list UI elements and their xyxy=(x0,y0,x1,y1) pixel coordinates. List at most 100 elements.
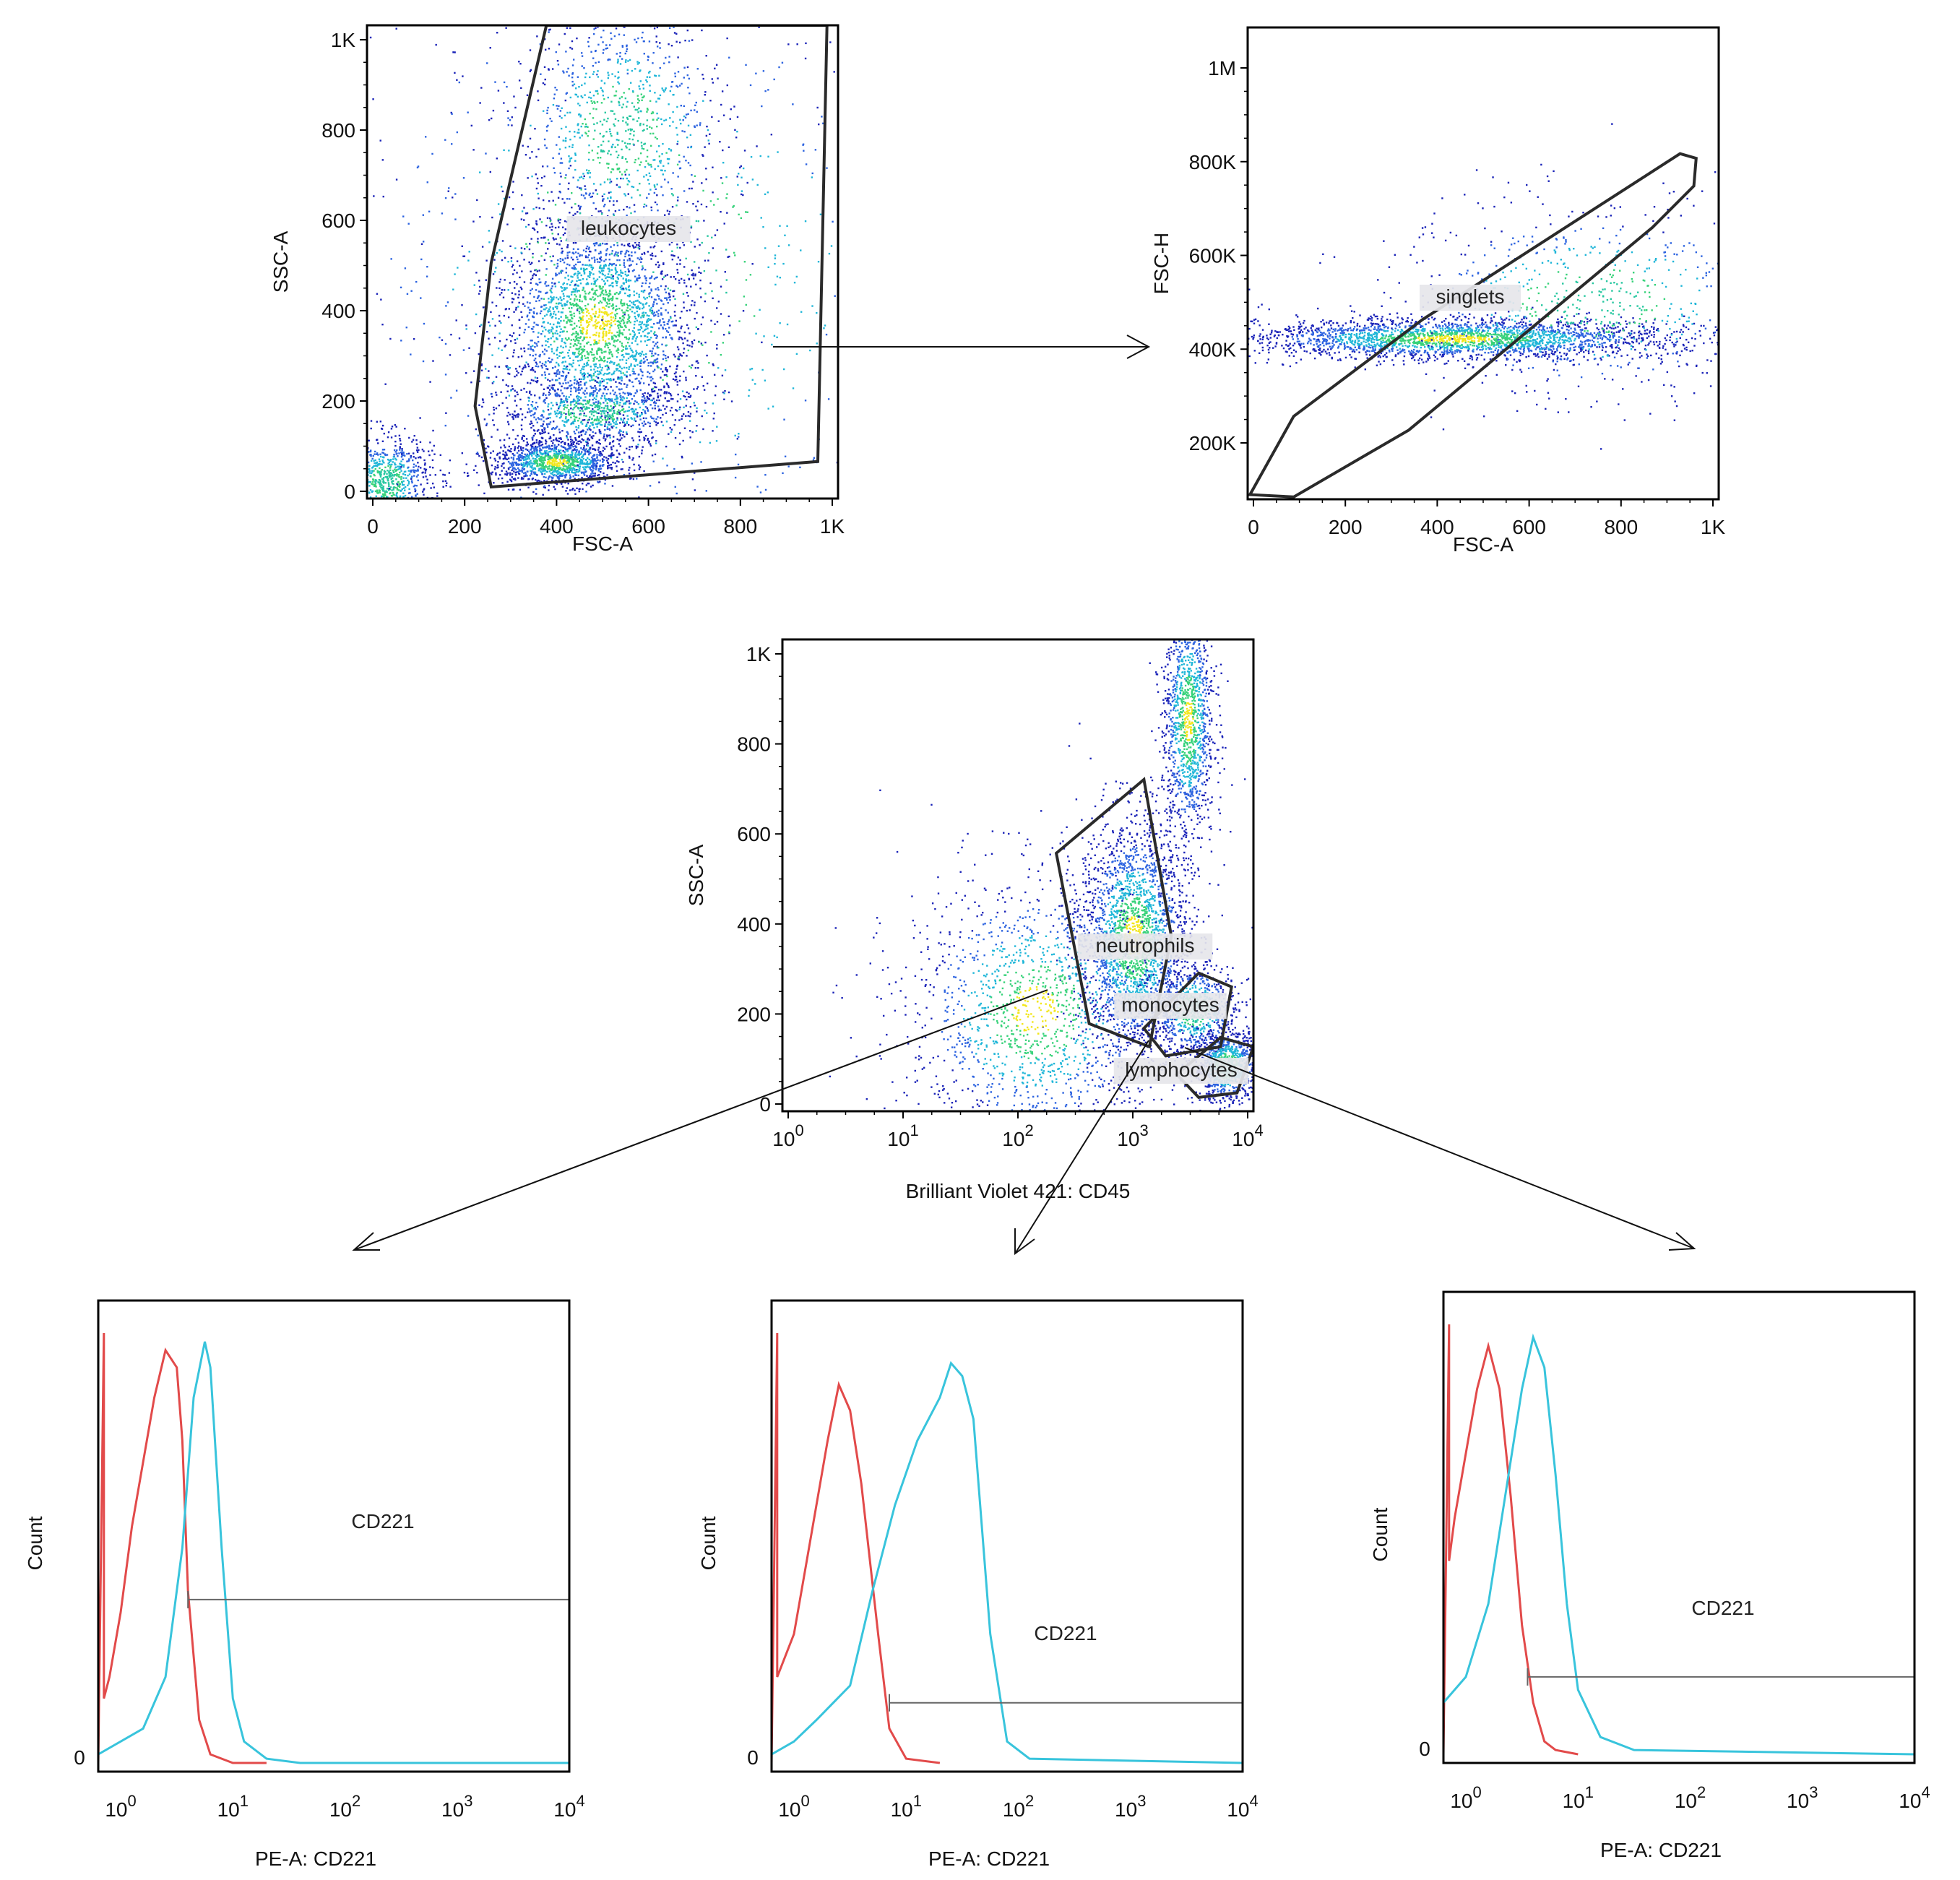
data-point xyxy=(660,299,662,301)
data-point xyxy=(524,473,527,475)
data-point xyxy=(541,443,544,446)
data-point xyxy=(634,300,637,302)
data-point xyxy=(621,408,623,411)
data-point xyxy=(545,418,548,420)
data-point xyxy=(610,405,612,408)
data-point xyxy=(695,361,698,363)
data-point xyxy=(608,428,611,431)
data-point xyxy=(592,138,595,140)
data-point xyxy=(575,338,577,341)
data-point xyxy=(600,421,602,423)
data-point xyxy=(640,353,643,355)
data-point xyxy=(542,470,544,473)
data-point xyxy=(604,365,607,368)
data-point xyxy=(534,468,536,470)
data-point xyxy=(552,199,554,202)
data-point xyxy=(618,167,621,170)
data-point xyxy=(548,242,551,244)
data-point xyxy=(621,332,623,335)
data-point xyxy=(538,428,540,431)
data-point xyxy=(639,381,642,384)
data-point xyxy=(584,307,587,310)
data-point xyxy=(649,246,652,249)
data-point xyxy=(501,482,504,484)
data-point xyxy=(515,468,517,471)
data-point xyxy=(691,342,694,345)
data-point xyxy=(538,340,540,343)
data-point xyxy=(640,431,642,434)
data-point xyxy=(561,440,564,443)
data-point xyxy=(628,243,631,245)
data-point xyxy=(493,259,496,261)
data-point xyxy=(564,470,566,473)
data-point xyxy=(627,254,630,256)
data-point xyxy=(683,282,686,284)
data-point xyxy=(519,286,522,289)
data-point xyxy=(577,397,579,400)
data-point xyxy=(691,274,693,276)
data-point xyxy=(605,320,607,323)
data-point xyxy=(623,303,626,306)
data-point xyxy=(628,320,631,322)
data-point xyxy=(546,340,549,343)
data-point xyxy=(527,223,530,226)
data-point xyxy=(598,454,600,457)
data-point xyxy=(575,305,578,307)
data-point xyxy=(699,279,701,282)
data-point xyxy=(610,353,613,355)
data-point xyxy=(564,442,566,445)
data-point xyxy=(571,72,574,74)
data-point xyxy=(658,264,660,267)
data-point xyxy=(569,394,572,396)
data-point xyxy=(683,394,685,397)
data-point xyxy=(651,388,653,390)
data-point xyxy=(590,319,593,322)
data-point xyxy=(528,309,531,311)
data-point xyxy=(622,419,625,421)
data-point xyxy=(540,449,543,451)
data-point xyxy=(592,460,595,462)
data-point xyxy=(618,76,620,79)
data-point xyxy=(590,393,593,395)
data-point xyxy=(506,223,509,225)
data-point xyxy=(595,319,597,322)
data-point xyxy=(553,428,556,430)
data-point xyxy=(595,327,597,329)
data-point xyxy=(683,370,685,373)
data-point xyxy=(596,90,599,92)
data-point xyxy=(620,397,622,399)
data-point xyxy=(626,0,628,1)
data-point xyxy=(558,453,560,456)
data-point xyxy=(636,310,638,313)
data-point xyxy=(547,478,550,480)
data-point xyxy=(592,415,595,417)
data-point xyxy=(608,443,611,445)
data-point xyxy=(564,418,567,420)
data-point xyxy=(817,123,820,126)
data-point xyxy=(564,457,567,460)
data-point xyxy=(479,290,481,292)
data-point xyxy=(556,452,559,455)
data-point xyxy=(527,462,530,464)
data-point xyxy=(605,438,607,440)
data-point xyxy=(523,347,525,350)
data-point xyxy=(639,365,642,368)
data-point xyxy=(587,248,590,250)
data-point xyxy=(465,463,467,465)
data-point xyxy=(574,343,577,346)
data-point xyxy=(548,470,551,473)
data-point xyxy=(514,287,516,289)
data-point xyxy=(568,182,570,184)
data-point xyxy=(533,228,536,231)
data-point xyxy=(530,462,532,464)
data-point xyxy=(553,372,556,374)
data-point xyxy=(567,455,570,458)
data-point xyxy=(503,314,506,317)
data-point xyxy=(577,461,579,463)
data-point xyxy=(553,449,555,452)
data-point xyxy=(599,380,602,382)
data-point xyxy=(540,456,542,459)
data-point xyxy=(649,277,651,280)
data-point xyxy=(614,118,617,120)
data-point xyxy=(597,405,600,407)
